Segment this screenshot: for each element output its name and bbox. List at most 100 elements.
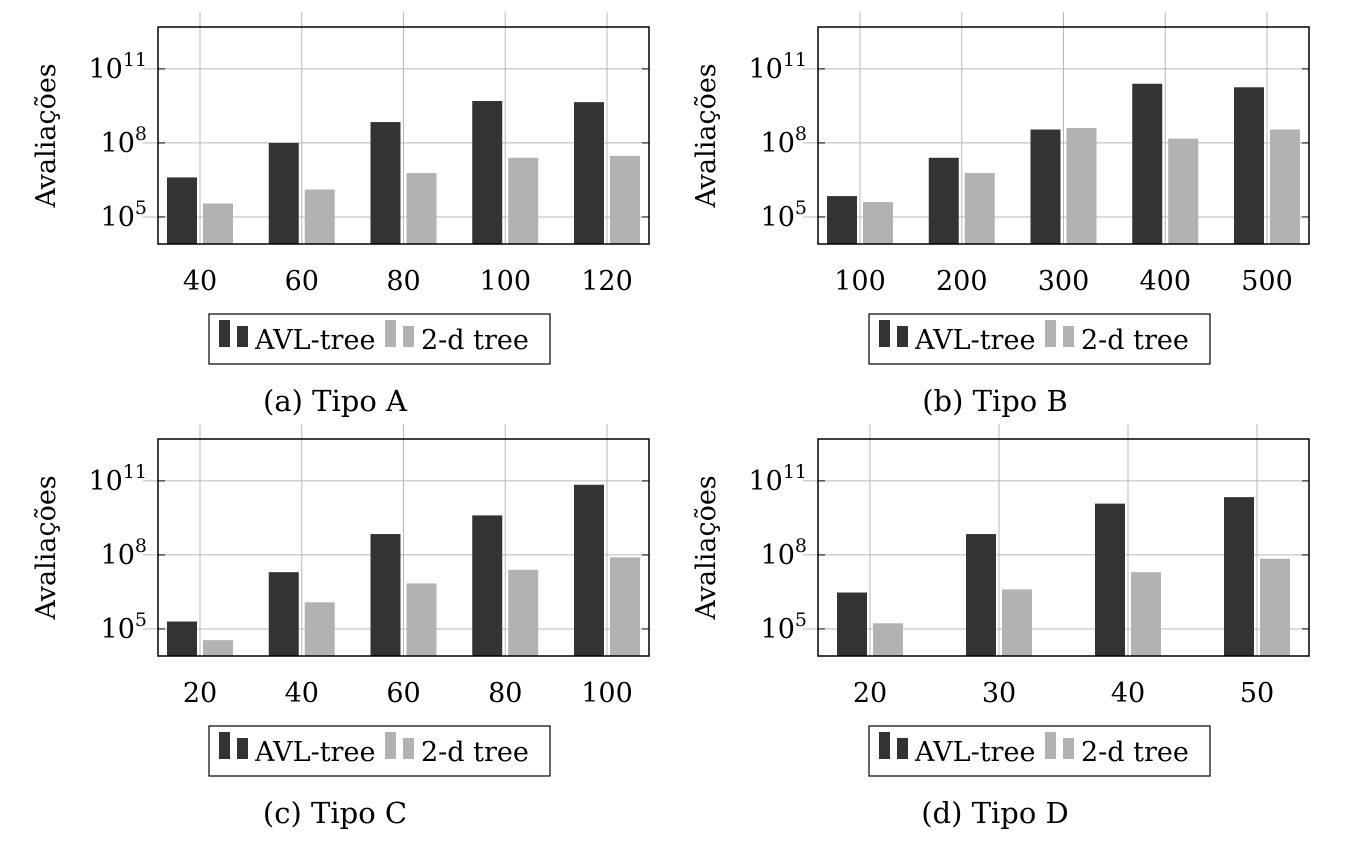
legend-swatch xyxy=(403,738,414,759)
plot-frame xyxy=(817,438,1310,657)
bar-avl-tree xyxy=(827,196,857,244)
bar-avl-tree xyxy=(1224,497,1254,656)
caption-label: (b) xyxy=(922,384,964,418)
legend-swatch xyxy=(897,326,908,347)
bar-2d-tree xyxy=(964,173,995,244)
bar-2d-tree xyxy=(1131,572,1161,656)
legend-swatch xyxy=(1063,326,1074,347)
legend-swatch xyxy=(385,320,396,347)
chart-caption: (a) Tipo A xyxy=(160,384,510,418)
plot-frame xyxy=(157,26,650,245)
x-tick-label: 60 xyxy=(285,266,319,297)
x-tick-label: 80 xyxy=(386,266,420,297)
bar-avl-tree xyxy=(1234,87,1264,244)
legend-label: AVL-tree xyxy=(254,737,375,768)
chart-svg: 40 60 80 100 120 105 108 1011 Avaliações AVL-tree… xyxy=(31,12,650,365)
chart-caption: (c) Tipo C xyxy=(160,796,510,830)
y-tick-label: 108 xyxy=(761,123,807,159)
legend-box xyxy=(868,725,1211,777)
legend-swatch xyxy=(219,320,230,347)
legend-label: AVL-tree xyxy=(254,325,375,356)
x-tick-label: 30 xyxy=(982,678,1016,709)
caption-label: (a) xyxy=(263,384,303,418)
plot-frame xyxy=(157,438,650,657)
caption-text: Tipo C xyxy=(311,796,408,830)
legend-swatch xyxy=(385,732,396,759)
caption-text: Tipo A xyxy=(312,384,407,418)
chart-caption: (b) Tipo B xyxy=(820,384,1170,418)
bar-avl-tree xyxy=(268,572,299,656)
bar-avl-tree xyxy=(928,157,959,244)
bar-avl-tree xyxy=(574,484,604,656)
bar-2d-tree xyxy=(203,640,233,656)
chart-panel-a: 40 60 80 100 120 105 108 1011 Avaliações AVL-tree… xyxy=(0,0,675,421)
bar-avl-tree xyxy=(574,102,604,244)
chart-caption: (d) Tipo D xyxy=(820,796,1170,830)
caption-label: (d) xyxy=(921,796,963,830)
bar-2d-tree xyxy=(1270,129,1300,244)
bar-2d-tree xyxy=(203,203,233,244)
y-tick-label: 105 xyxy=(761,609,807,645)
bar-avl-tree xyxy=(472,101,503,244)
bar-2d-tree xyxy=(508,157,539,244)
legend-label: AVL-tree xyxy=(914,325,1035,356)
bar-2d-tree xyxy=(610,155,640,244)
legend-swatch xyxy=(879,732,890,759)
x-tick-label: 20 xyxy=(183,678,217,709)
bar-avl-tree xyxy=(370,534,401,656)
x-tick-label: 80 xyxy=(488,678,522,709)
legend-box xyxy=(208,725,551,777)
x-tick-label: 20 xyxy=(853,678,887,709)
legend-swatch xyxy=(403,326,414,347)
bar-2d-tree xyxy=(1002,589,1032,656)
legend-swatch xyxy=(219,732,230,759)
x-tick-label: 500 xyxy=(1241,266,1293,297)
y-tick-label: 108 xyxy=(101,123,147,159)
x-tick-label: 50 xyxy=(1240,678,1274,709)
x-tick-label: 60 xyxy=(386,678,420,709)
legend-swatch xyxy=(879,320,890,347)
legend-label: 2-d tree xyxy=(421,325,529,356)
legend-swatch xyxy=(1063,738,1074,759)
y-tick-label: 105 xyxy=(101,609,147,645)
x-tick-label: 40 xyxy=(285,678,319,709)
y-tick-label: 105 xyxy=(761,197,807,233)
y-tick-label: 1011 xyxy=(748,461,807,497)
legend-swatch xyxy=(1045,732,1056,759)
x-tick-label: 200 xyxy=(936,266,988,297)
x-tick-label: 100 xyxy=(479,266,531,297)
bar-avl-tree xyxy=(837,592,867,656)
bar-2d-tree xyxy=(1260,558,1290,656)
bar-2d-tree xyxy=(873,623,903,656)
bar-avl-tree xyxy=(268,142,299,244)
legend-label: 2-d tree xyxy=(1081,737,1189,768)
bar-avl-tree xyxy=(370,122,401,244)
x-tick-label: 100 xyxy=(834,266,886,297)
x-tick-label: 40 xyxy=(183,266,217,297)
legend-swatch xyxy=(237,326,248,347)
bar-2d-tree xyxy=(1066,128,1097,244)
plot-frame xyxy=(817,26,1310,245)
y-axis-label: Avaliações xyxy=(31,63,62,208)
bar-avl-tree xyxy=(1095,503,1125,656)
bar-2d-tree xyxy=(304,189,335,244)
y-axis-label: Avaliações xyxy=(691,475,722,620)
bar-avl-tree xyxy=(1030,129,1061,244)
legend-box xyxy=(868,313,1211,365)
x-tick-label: 300 xyxy=(1038,266,1090,297)
chart-svg: 20 30 40 50 105 108 1011 Avaliações AVL-tree 2-d … xyxy=(691,424,1310,777)
x-tick-label: 40 xyxy=(1111,678,1145,709)
chart-panel-d: 20 30 40 50 105 108 1011 Avaliações AVL-tree 2-d … xyxy=(660,412,1335,833)
caption-text: Tipo B xyxy=(972,384,1068,418)
caption-label: (c) xyxy=(262,796,302,830)
chart-svg: 20 40 60 80 100 105 108 1011 Avaliações AVL-tree 2… xyxy=(31,424,650,777)
x-tick-label: 100 xyxy=(581,678,633,709)
x-tick-label: 120 xyxy=(581,266,633,297)
y-tick-label: 108 xyxy=(761,535,807,571)
bar-2d-tree xyxy=(508,569,539,656)
legend-swatch xyxy=(1045,320,1056,347)
x-tick-label: 400 xyxy=(1139,266,1191,297)
y-tick-label: 1011 xyxy=(748,49,807,85)
chart-panel-c: 20 40 60 80 100 105 108 1011 Avaliações AVL-tree 2… xyxy=(0,412,675,833)
y-tick-label: 1011 xyxy=(88,49,147,85)
